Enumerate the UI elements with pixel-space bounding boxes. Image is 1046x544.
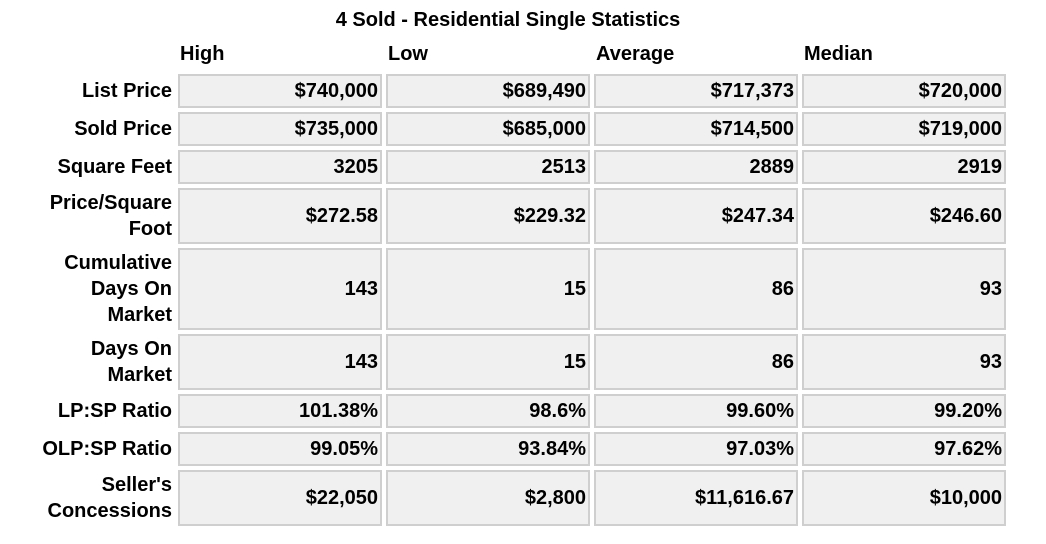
row-label-line: LP:SP Ratio (57, 400, 172, 422)
row-label-list-price: List Price (8, 74, 172, 108)
row-label-sold-price: Sold Price (8, 112, 172, 146)
cell-price-per-square-foot-median: $246.60 (802, 188, 1006, 244)
row-label-line: Seller's (101, 474, 172, 496)
row-label-cumulative-days-on-market: Cumulative Days On Market (8, 248, 172, 330)
cell-lp-sp-ratio-low: 98.6% (386, 394, 590, 428)
cell-list-price-average: $717,373 (594, 74, 798, 108)
row-label-line: OLP:SP Ratio (42, 438, 172, 460)
cell-lp-sp-ratio-median: 99.20% (802, 394, 1006, 428)
row-label-line: List Price (81, 80, 172, 102)
cell-lp-sp-ratio-high: 101.38% (178, 394, 382, 428)
column-header-median: Median (804, 43, 873, 65)
column-header-low: Low (388, 43, 428, 65)
row-label-lp-sp-ratio: LP:SP Ratio (8, 394, 172, 428)
column-header-high: High (180, 43, 225, 65)
cell-price-per-square-foot-low: $229.32 (386, 188, 590, 244)
stats-title: 4 Sold - Residential Single Statistics (335, 9, 681, 31)
cell-olp-sp-ratio-average: 97.03% (594, 432, 798, 466)
row-label-sellers-concessions: Seller's Concessions (8, 470, 172, 526)
cell-olp-sp-ratio-median: 97.62% (802, 432, 1006, 466)
row-label-olp-sp-ratio: OLP:SP Ratio (8, 432, 172, 466)
cell-days-on-market-low: 15 (386, 334, 590, 390)
cell-cumulative-days-on-market-average: 86 (594, 248, 798, 330)
row-label-line: Price/Square (49, 192, 172, 214)
row-label-price-per-square-foot: Price/Square Foot (8, 188, 172, 244)
cell-square-feet-average: 2889 (594, 150, 798, 184)
cell-list-price-low: $689,490 (386, 74, 590, 108)
row-label-line: Foot (128, 218, 172, 240)
cell-square-feet-median: 2919 (802, 150, 1006, 184)
cell-sold-price-high: $735,000 (178, 112, 382, 146)
row-label-line: Sold Price (74, 118, 172, 140)
cell-sold-price-low: $685,000 (386, 112, 590, 146)
cell-lp-sp-ratio-average: 99.60% (594, 394, 798, 428)
cell-square-feet-high: 3205 (178, 150, 382, 184)
cell-list-price-median: $720,000 (802, 74, 1006, 108)
row-label-line: Square Feet (57, 156, 172, 178)
cell-price-per-square-foot-average: $247.34 (594, 188, 798, 244)
cell-sellers-concessions-high: $22,050 (178, 470, 382, 526)
cell-price-per-square-foot-high: $272.58 (178, 188, 382, 244)
row-label-days-on-market: Days On Market (8, 334, 172, 390)
cell-sellers-concessions-low: $2,800 (386, 470, 590, 526)
row-label-line: Market (107, 304, 172, 326)
row-label-line: Days On (90, 278, 172, 300)
column-header-average: Average (596, 43, 675, 65)
row-label-line: Concessions (47, 500, 172, 522)
cell-sold-price-average: $714,500 (594, 112, 798, 146)
cell-sold-price-median: $719,000 (802, 112, 1006, 146)
cell-days-on-market-median: 93 (802, 334, 1006, 390)
cell-cumulative-days-on-market-high: 143 (178, 248, 382, 330)
cell-sellers-concessions-average: $11,616.67 (594, 470, 798, 526)
cell-cumulative-days-on-market-median: 93 (802, 248, 1006, 330)
cell-list-price-high: $740,000 (178, 74, 382, 108)
cell-sellers-concessions-median: $10,000 (802, 470, 1006, 526)
cell-days-on-market-high: 143 (178, 334, 382, 390)
row-label-square-feet: Square Feet (8, 150, 172, 184)
row-label-line: Cumulative (64, 252, 172, 274)
row-label-line: Market (107, 364, 172, 386)
cell-cumulative-days-on-market-low: 15 (386, 248, 590, 330)
cell-olp-sp-ratio-low: 93.84% (386, 432, 590, 466)
cell-days-on-market-average: 86 (594, 334, 798, 390)
cell-olp-sp-ratio-high: 99.05% (178, 432, 382, 466)
cell-square-feet-low: 2513 (386, 150, 590, 184)
row-label-line: Days On (90, 338, 172, 360)
